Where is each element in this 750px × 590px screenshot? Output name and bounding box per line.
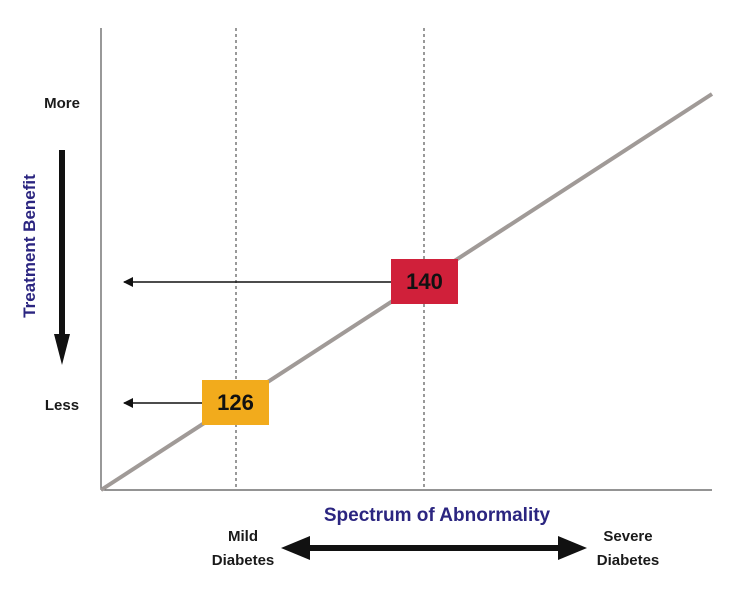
severe-label-line2: Diabetes <box>597 552 660 569</box>
mild-label-line2: Diabetes <box>212 552 275 569</box>
marker-126-box <box>202 380 269 425</box>
mild-label-line1: Mild <box>228 528 258 545</box>
y-bottom-label: Less <box>45 397 79 414</box>
down-arrow <box>54 150 70 365</box>
x-axis-title: Spectrum of Abnormality <box>324 505 551 526</box>
marker-126-label: 126 <box>217 390 254 415</box>
marker-140-label: 140 <box>406 269 443 294</box>
severe-label-line1: Severe <box>603 528 652 545</box>
marker-140-box <box>391 259 458 304</box>
y-axis-title: Treatment Benefit <box>20 174 39 318</box>
marker-126: 126 <box>202 380 269 425</box>
y-top-label: More <box>44 95 80 112</box>
spectrum-double-arrow <box>281 536 587 560</box>
marker-140: 140 <box>391 259 458 304</box>
